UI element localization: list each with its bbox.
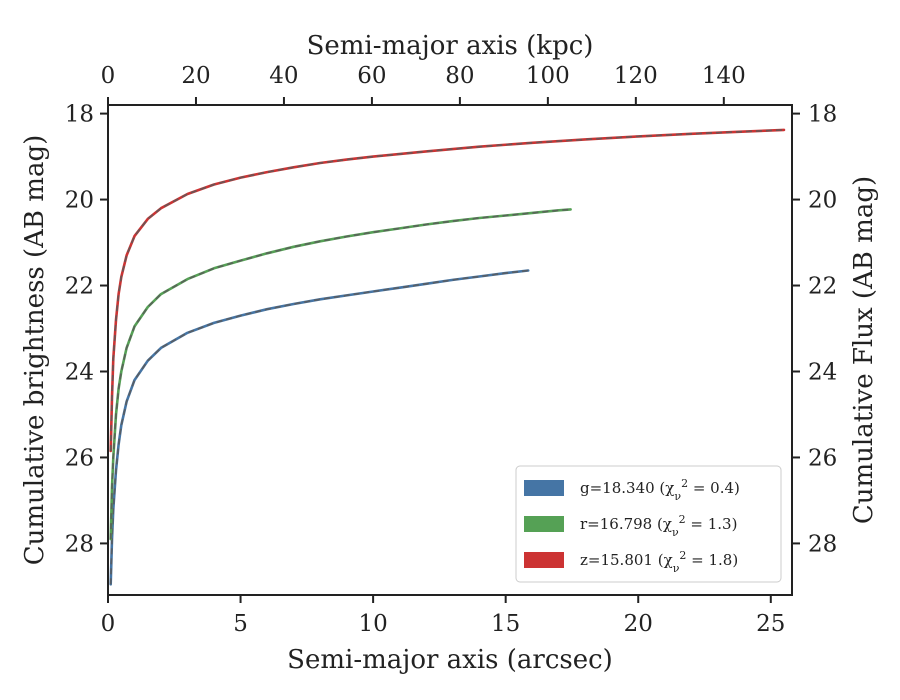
legend: g=18.340 (χν2 = 0.4)r=16.798 (χν2 = 1.3)…: [515, 465, 782, 583]
y-tick-label: 18: [65, 102, 94, 128]
legend-chi-value: 1.3: [708, 515, 732, 533]
top-x-tick-label: 40: [269, 63, 298, 89]
legend-series-name: g=18.340: [580, 479, 655, 497]
legend-chi-superscript: 2: [679, 549, 686, 562]
legend-chi-subscript: ν: [673, 562, 680, 575]
top-x-axis-title: Semi-major axis (kpc): [307, 31, 594, 61]
y-tick-label: 24: [65, 359, 94, 385]
top-x-tick-label: 20: [181, 63, 210, 89]
legend-chi-close: ): [734, 479, 740, 497]
legend-chi-subscript: ν: [674, 490, 681, 503]
legend-swatch: [524, 480, 564, 496]
legend-series-name: z=15.801: [580, 551, 653, 569]
y-tick-label: 20: [65, 188, 94, 214]
top-x-tick-label: 60: [357, 63, 386, 89]
right-y-tick-label: 18: [808, 102, 837, 128]
legend-chi-open: (χ: [655, 479, 675, 497]
x-tick-label: 25: [756, 611, 785, 637]
y-tick-label: 28: [65, 531, 94, 557]
top-x-tick-label: 120: [614, 63, 658, 89]
right-y-tick-label: 24: [808, 359, 837, 385]
legend-swatch: [524, 516, 564, 532]
legend-chi-equals: =: [686, 551, 708, 569]
x-tick-label: 10: [358, 611, 387, 637]
right-y-axis-title: Cumulative Flux (AB mag): [849, 176, 879, 524]
legend-chi-open: (χ: [653, 551, 673, 569]
right-y-tick-label: 20: [808, 188, 837, 214]
legend-swatch: [524, 552, 564, 568]
right-y-tick-label: 22: [808, 274, 837, 300]
legend-frame: [515, 465, 782, 583]
legend-label: r=16.798 (χν2 = 1.3): [580, 513, 737, 539]
x-tick-label: 15: [491, 611, 520, 637]
series-line: [109, 128, 786, 453]
series-line: [109, 269, 530, 586]
legend-label: z=15.801 (χν2 = 1.8): [580, 549, 738, 575]
x-tick-label: 0: [101, 611, 116, 637]
legend-chi-close: ): [732, 551, 738, 569]
right-y-tick-label: 26: [808, 445, 837, 471]
plot-frame: [107, 104, 793, 596]
legend-chi-subscript: ν: [672, 526, 679, 539]
legend-series-name: r=16.798: [580, 515, 652, 533]
top-x-tick-label: 80: [445, 63, 474, 89]
series-model-line: [109, 269, 529, 585]
series-line: [109, 208, 572, 541]
y-tick-label: 26: [65, 445, 94, 471]
curves-layer: [109, 128, 786, 586]
top-x-tick-label: 100: [526, 63, 570, 89]
legend-chi-close: ): [732, 515, 738, 533]
top-x-tick-label: 0: [101, 63, 116, 89]
top-x-tick-label: 140: [702, 63, 746, 89]
x-axis-title: Semi-major axis (arcsec): [287, 645, 613, 675]
right-y-tick-label: 28: [808, 531, 837, 557]
y-tick-label: 22: [65, 274, 94, 300]
series-model-line: [109, 208, 571, 540]
series-model-line: [109, 129, 785, 452]
legend-chi-superscript: 2: [679, 513, 686, 526]
x-tick-label: 5: [233, 611, 248, 637]
legend-chi-value: 1.8: [708, 551, 732, 569]
legend-chi-superscript: 2: [681, 477, 688, 490]
legend-chi-equals: =: [688, 479, 710, 497]
legend-chi-open: (χ: [652, 515, 672, 533]
x-tick-label: 20: [624, 611, 653, 637]
legend-label: g=18.340 (χν2 = 0.4): [580, 477, 740, 503]
legend-chi-equals: =: [686, 515, 708, 533]
y-axis-title: Cumulative brightness (AB mag): [20, 135, 50, 566]
legend-chi-value: 0.4: [710, 479, 734, 497]
